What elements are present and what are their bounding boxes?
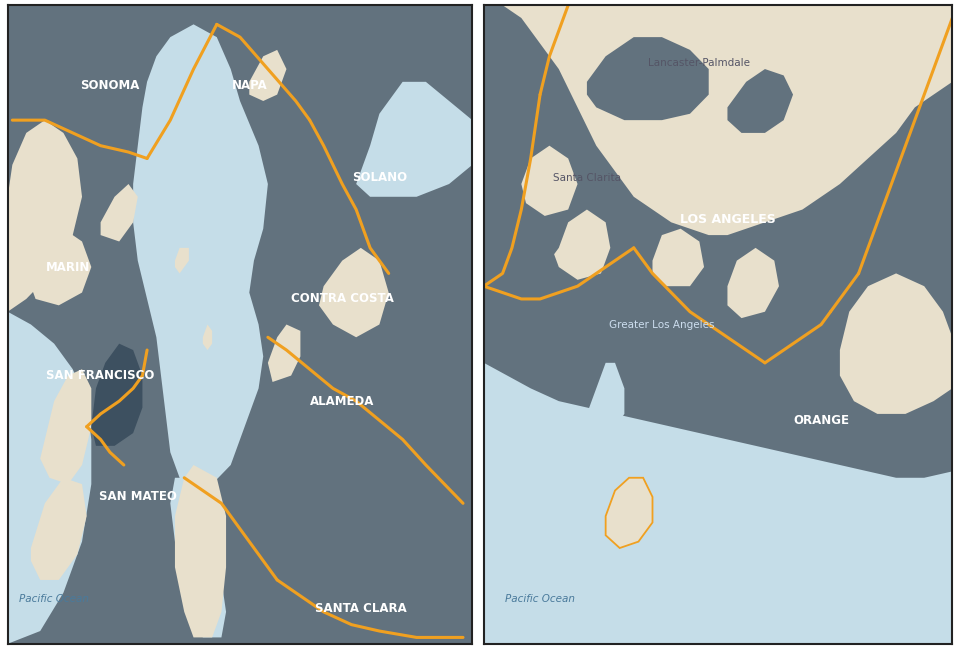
Polygon shape <box>484 363 952 644</box>
Text: CONTRA COSTA: CONTRA COSTA <box>291 293 394 306</box>
Polygon shape <box>133 25 268 491</box>
Polygon shape <box>587 363 624 426</box>
Polygon shape <box>91 344 142 446</box>
Polygon shape <box>728 69 793 133</box>
Text: Lancaster-Palmdale: Lancaster-Palmdale <box>648 58 751 67</box>
Polygon shape <box>170 478 226 637</box>
Polygon shape <box>653 228 704 286</box>
Text: Pacific Ocean: Pacific Ocean <box>19 594 89 604</box>
Polygon shape <box>484 5 952 235</box>
Polygon shape <box>521 145 578 216</box>
Polygon shape <box>728 248 779 318</box>
Text: Greater Los Angeles: Greater Los Angeles <box>609 319 714 330</box>
Polygon shape <box>587 37 708 120</box>
Polygon shape <box>175 248 189 273</box>
Polygon shape <box>40 369 91 484</box>
Text: SANTA CLARA: SANTA CLARA <box>315 602 407 615</box>
Text: MARIN: MARIN <box>46 260 90 273</box>
Polygon shape <box>319 248 389 337</box>
Text: SONOMA: SONOMA <box>81 79 139 92</box>
Polygon shape <box>26 228 91 305</box>
Text: SOLANO: SOLANO <box>351 171 407 184</box>
Polygon shape <box>250 50 286 101</box>
Polygon shape <box>31 478 86 580</box>
Text: ALAMEDA: ALAMEDA <box>310 395 374 408</box>
Polygon shape <box>554 210 611 280</box>
Polygon shape <box>840 273 952 414</box>
Text: SAN FRANCISCO: SAN FRANCISCO <box>46 369 155 382</box>
Text: Santa Clarita: Santa Clarita <box>553 173 621 182</box>
Polygon shape <box>606 478 653 548</box>
Polygon shape <box>101 184 138 241</box>
Polygon shape <box>175 465 226 637</box>
Polygon shape <box>8 120 82 312</box>
Text: NAPA: NAPA <box>231 79 267 92</box>
Polygon shape <box>356 82 472 197</box>
Polygon shape <box>8 312 91 644</box>
Polygon shape <box>268 324 300 382</box>
Text: ORANGE: ORANGE <box>793 414 850 427</box>
Text: LOS ANGELES: LOS ANGELES <box>680 213 776 226</box>
Text: Pacific Ocean: Pacific Ocean <box>505 594 575 604</box>
Text: SAN MATEO: SAN MATEO <box>99 491 177 504</box>
Polygon shape <box>203 324 212 350</box>
